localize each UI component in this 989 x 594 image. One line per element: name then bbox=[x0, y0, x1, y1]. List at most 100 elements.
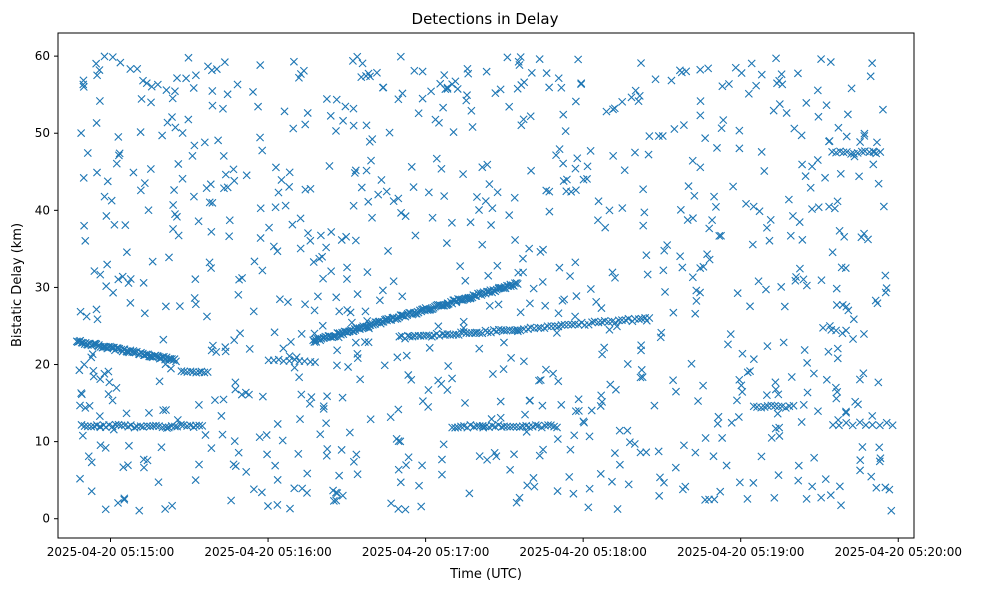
data-point bbox=[130, 423, 139, 432]
data-point bbox=[225, 216, 234, 225]
data-point bbox=[777, 282, 786, 291]
data-point bbox=[322, 94, 331, 103]
data-point bbox=[147, 82, 156, 91]
data-point bbox=[122, 248, 131, 257]
data-point bbox=[271, 461, 280, 470]
data-point bbox=[669, 376, 678, 385]
data-point bbox=[453, 84, 462, 93]
data-point bbox=[136, 128, 145, 137]
data-point bbox=[183, 422, 192, 431]
data-point bbox=[876, 148, 885, 157]
data-point bbox=[139, 463, 148, 472]
data-point bbox=[559, 110, 568, 119]
data-point bbox=[798, 160, 807, 169]
data-point bbox=[627, 93, 636, 102]
data-point bbox=[263, 450, 272, 459]
data-point bbox=[286, 337, 295, 346]
data-point bbox=[545, 187, 554, 196]
data-point bbox=[96, 423, 105, 432]
data-point bbox=[705, 255, 714, 264]
data-point bbox=[833, 354, 842, 363]
data-point bbox=[218, 430, 227, 439]
data-point bbox=[316, 231, 325, 240]
data-point bbox=[262, 431, 271, 440]
data-point bbox=[491, 89, 500, 98]
data-point bbox=[153, 80, 162, 89]
data-point bbox=[519, 115, 528, 124]
data-point bbox=[618, 204, 627, 213]
data-point bbox=[351, 166, 360, 175]
data-point bbox=[859, 369, 868, 378]
data-point bbox=[170, 186, 179, 195]
data-point bbox=[513, 84, 522, 93]
data-point bbox=[483, 455, 492, 464]
data-point bbox=[271, 203, 280, 212]
data-point bbox=[231, 378, 240, 387]
data-point bbox=[341, 102, 350, 111]
data-point bbox=[273, 475, 282, 484]
data-point bbox=[688, 273, 697, 282]
data-point bbox=[425, 343, 434, 352]
data-point bbox=[122, 409, 131, 418]
data-point bbox=[342, 275, 351, 284]
data-point bbox=[749, 402, 758, 411]
data-point bbox=[368, 213, 377, 222]
data-point bbox=[352, 450, 361, 459]
data-point bbox=[147, 98, 156, 107]
data-point bbox=[488, 370, 497, 378]
data-point bbox=[526, 112, 535, 121]
data-point bbox=[752, 81, 761, 90]
data-point bbox=[868, 420, 877, 429]
data-point bbox=[560, 320, 569, 329]
data-point bbox=[398, 292, 407, 301]
data-point bbox=[210, 396, 219, 405]
data-point bbox=[459, 317, 468, 326]
data-point bbox=[872, 138, 881, 147]
data-point bbox=[520, 78, 529, 87]
data-point bbox=[795, 218, 804, 227]
data-point bbox=[297, 329, 306, 338]
y-tick-label: 20 bbox=[35, 358, 50, 372]
data-point bbox=[285, 182, 294, 191]
data-point bbox=[227, 496, 236, 505]
data-point bbox=[505, 102, 514, 111]
data-point bbox=[424, 188, 433, 197]
data-point bbox=[164, 355, 173, 364]
data-point bbox=[159, 352, 168, 361]
data-point bbox=[715, 231, 724, 240]
data-point bbox=[353, 470, 362, 479]
data-point bbox=[163, 118, 172, 127]
data-point bbox=[205, 198, 214, 207]
data-point bbox=[108, 53, 117, 62]
data-point bbox=[132, 422, 141, 431]
data-point bbox=[401, 505, 410, 514]
data-point bbox=[427, 87, 436, 96]
data-point bbox=[316, 430, 325, 439]
data-point bbox=[553, 487, 562, 496]
data-point bbox=[826, 58, 835, 67]
data-point bbox=[411, 231, 420, 240]
data-point bbox=[171, 357, 180, 366]
data-point bbox=[444, 362, 453, 370]
data-point bbox=[76, 474, 85, 483]
data-point bbox=[278, 436, 287, 445]
data-point bbox=[396, 311, 405, 320]
data-point bbox=[479, 423, 488, 432]
data-point bbox=[678, 263, 687, 272]
data-point bbox=[136, 186, 145, 195]
data-point bbox=[837, 501, 846, 510]
data-point bbox=[449, 128, 458, 137]
data-point bbox=[89, 366, 98, 375]
data-point bbox=[417, 502, 426, 511]
data-point bbox=[79, 82, 88, 91]
data-point bbox=[281, 201, 290, 210]
data-point bbox=[529, 473, 538, 482]
data-point bbox=[643, 270, 652, 279]
data-point bbox=[617, 316, 626, 325]
data-point bbox=[835, 226, 844, 235]
data-point bbox=[767, 401, 776, 410]
data-point bbox=[103, 177, 112, 186]
data-point bbox=[835, 482, 844, 491]
data-point bbox=[718, 433, 727, 442]
data-point bbox=[515, 493, 524, 502]
